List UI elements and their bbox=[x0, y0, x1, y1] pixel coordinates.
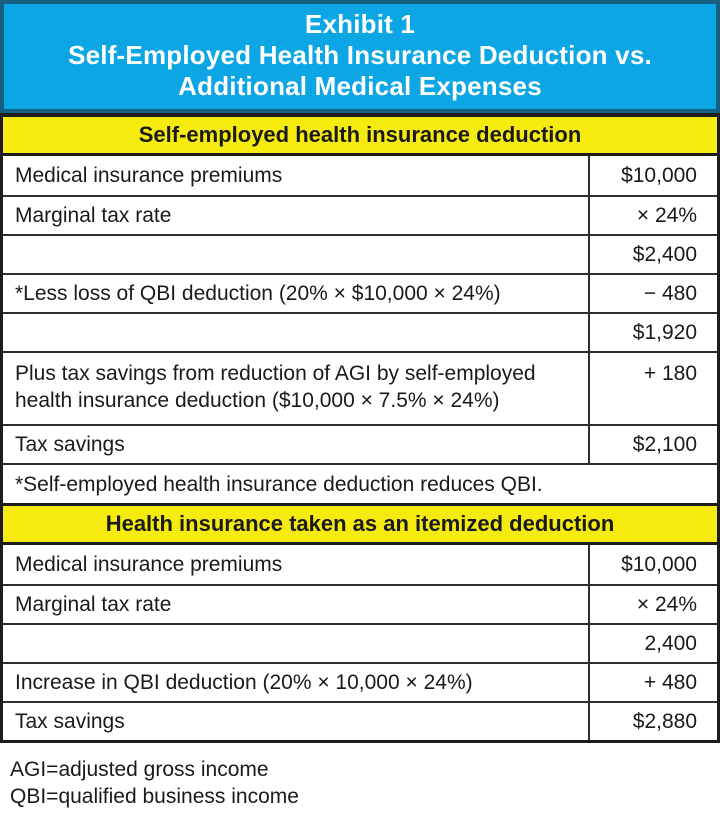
row-value: × 24% bbox=[588, 197, 717, 234]
table-row: *Less loss of QBI deduction (20% × $10,0… bbox=[3, 273, 717, 312]
row-value: $2,400 bbox=[588, 236, 717, 273]
exhibit-title-block: Exhibit 1 Self-Employed Health Insurance… bbox=[0, 0, 720, 113]
table-row: 2,400 bbox=[3, 623, 717, 662]
exhibit-title-line-1: Self-Employed Health Insurance Deduction… bbox=[68, 40, 652, 70]
row-value: $10,000 bbox=[588, 545, 717, 584]
section-footnote: *Self-employed health insurance deductio… bbox=[3, 463, 717, 503]
table-row: Increase in QBI deduction (20% × 10,000 … bbox=[3, 662, 717, 701]
comparison-table: Self-employed health insurance deduction… bbox=[0, 113, 720, 743]
table-row: Marginal tax rate × 24% bbox=[3, 584, 717, 623]
legend-agi: AGI=adjusted gross income bbox=[10, 758, 269, 781]
row-label: Marginal tax rate bbox=[15, 593, 172, 616]
legend-qbi: QBI=qualified business income bbox=[10, 785, 299, 808]
row-value: $10,000 bbox=[588, 156, 717, 195]
row-value: + 180 bbox=[588, 353, 717, 424]
table-row: Tax savings $2,880 bbox=[3, 701, 717, 740]
table-row: Tax savings $2,100 bbox=[3, 424, 717, 463]
exhibit-1: Exhibit 1 Self-Employed Health Insurance… bbox=[0, 0, 720, 810]
row-value: $2,880 bbox=[588, 703, 717, 740]
table-row: $2,400 bbox=[3, 234, 717, 273]
row-label: Marginal tax rate bbox=[15, 204, 172, 227]
table-row: Plus tax savings from reduction of AGI b… bbox=[3, 351, 717, 424]
row-label: Medical insurance premiums bbox=[15, 553, 283, 576]
row-label: Increase in QBI deduction (20% × 10,000 … bbox=[15, 671, 473, 694]
row-label bbox=[3, 236, 588, 273]
row-value: $2,100 bbox=[588, 426, 717, 463]
table-row: Marginal tax rate × 24% bbox=[3, 195, 717, 234]
table-row: $1,920 bbox=[3, 312, 717, 351]
section-header-itemized-deduction: Health insurance taken as an itemized de… bbox=[3, 503, 717, 545]
exhibit-title-line-2: Additional Medical Expenses bbox=[178, 71, 542, 101]
row-label: *Less loss of QBI deduction (20% × $10,0… bbox=[15, 282, 501, 305]
section-header-self-employed-deduction: Self-employed health insurance deduction bbox=[3, 117, 717, 156]
table-row: Medical insurance premiums $10,000 bbox=[3, 545, 717, 584]
row-value: + 480 bbox=[588, 664, 717, 701]
row-label: Plus tax savings from reduction of AGI b… bbox=[15, 362, 536, 412]
row-value: − 480 bbox=[588, 275, 717, 312]
row-label bbox=[3, 314, 588, 351]
row-label: Medical insurance premiums bbox=[15, 164, 283, 187]
row-label: Tax savings bbox=[15, 433, 125, 456]
exhibit-number: Exhibit 1 bbox=[304, 9, 416, 39]
row-value: 2,400 bbox=[588, 625, 717, 662]
row-label bbox=[3, 625, 588, 662]
row-label: Tax savings bbox=[15, 710, 125, 733]
abbreviation-legend: AGI=adjusted gross income QBI=qualified … bbox=[0, 743, 720, 810]
row-value: $1,920 bbox=[588, 314, 717, 351]
row-value: × 24% bbox=[588, 586, 717, 623]
table-row: Medical insurance premiums $10,000 bbox=[3, 156, 717, 195]
